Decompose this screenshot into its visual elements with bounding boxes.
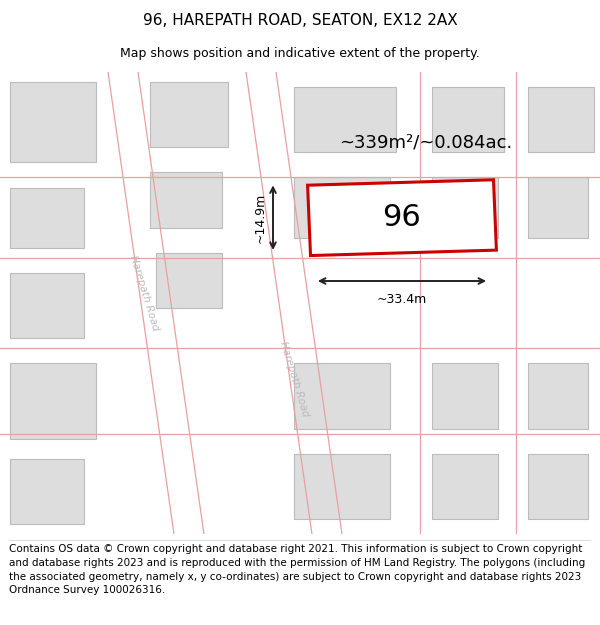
Text: 96: 96	[383, 203, 421, 232]
FancyBboxPatch shape	[294, 177, 390, 238]
FancyBboxPatch shape	[10, 188, 84, 248]
Text: Contains OS data © Crown copyright and database right 2021. This information is : Contains OS data © Crown copyright and d…	[9, 544, 585, 595]
Text: Map shows position and indicative extent of the property.: Map shows position and indicative extent…	[120, 48, 480, 61]
FancyBboxPatch shape	[150, 173, 222, 228]
FancyBboxPatch shape	[10, 364, 96, 439]
FancyBboxPatch shape	[528, 454, 588, 519]
FancyBboxPatch shape	[294, 87, 396, 152]
FancyBboxPatch shape	[10, 459, 84, 524]
FancyBboxPatch shape	[294, 364, 390, 429]
FancyBboxPatch shape	[150, 82, 228, 148]
Text: ~33.4m: ~33.4m	[377, 293, 427, 306]
FancyBboxPatch shape	[10, 82, 96, 162]
FancyBboxPatch shape	[528, 87, 594, 152]
FancyBboxPatch shape	[432, 87, 504, 152]
FancyBboxPatch shape	[528, 364, 588, 429]
Text: ~14.9m: ~14.9m	[254, 192, 267, 242]
FancyBboxPatch shape	[10, 273, 84, 338]
FancyBboxPatch shape	[432, 177, 498, 238]
Text: Harepath Road: Harepath Road	[278, 339, 310, 418]
Text: 96, HAREPATH ROAD, SEATON, EX12 2AX: 96, HAREPATH ROAD, SEATON, EX12 2AX	[143, 12, 457, 28]
FancyBboxPatch shape	[294, 454, 390, 519]
Polygon shape	[308, 180, 496, 256]
Text: Harepath Road: Harepath Road	[128, 254, 160, 332]
Polygon shape	[246, 72, 336, 534]
FancyBboxPatch shape	[528, 177, 588, 238]
Text: ~339m²/~0.084ac.: ~339m²/~0.084ac.	[340, 133, 512, 151]
Polygon shape	[108, 72, 198, 534]
FancyBboxPatch shape	[156, 253, 222, 308]
FancyBboxPatch shape	[432, 364, 498, 429]
FancyBboxPatch shape	[432, 454, 498, 519]
